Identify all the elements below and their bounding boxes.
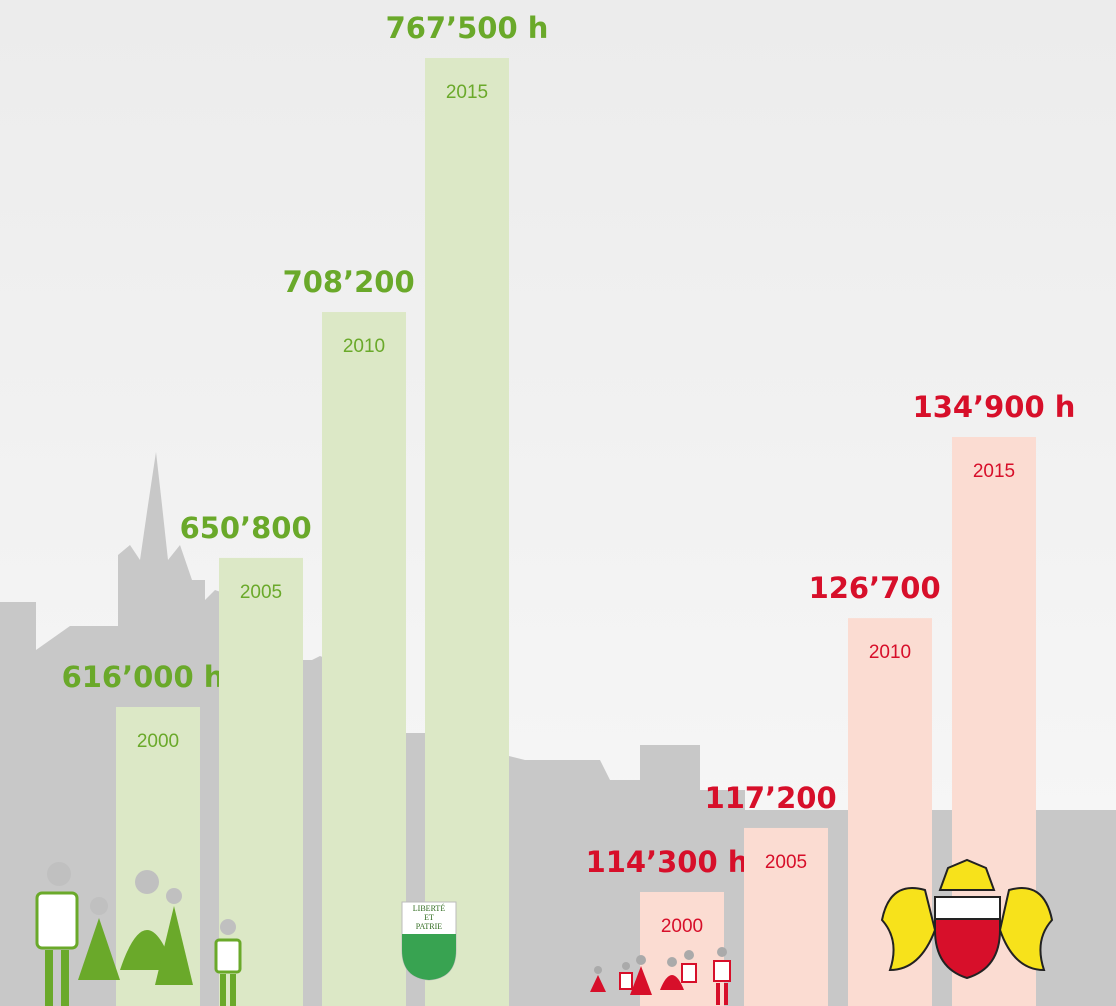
infographic: 2000 616’000 h 2005 650’800 h 2010 708’200 h 2…: [0, 0, 1116, 1006]
bar: [425, 58, 509, 1006]
value-label: 708’200 h: [283, 265, 446, 299]
vaud-emblem: LIBERTÉ ET PATRIE: [402, 902, 456, 980]
year-label: 2005: [765, 852, 807, 873]
value-label: 126’700 h: [809, 571, 972, 605]
value-label: 767’500 h: [386, 11, 549, 45]
value-label: 616’000 h: [62, 660, 225, 694]
year-label: 2015: [446, 82, 488, 103]
bar: [322, 312, 406, 1006]
value-label: 117’200 h: [705, 781, 868, 815]
year-label: 2000: [661, 916, 703, 937]
value-label: 114’300 h: [586, 845, 749, 879]
value-label: 650’800 h: [180, 511, 343, 545]
year-label: 2015: [973, 461, 1015, 482]
emblem-line: ET: [424, 913, 434, 922]
value-label: 134’900 h: [913, 390, 1076, 424]
emblem-line: PATRIE: [416, 922, 442, 931]
year-label: 2000: [137, 731, 179, 752]
emblem-line: LIBERTÉ: [413, 903, 446, 913]
year-label: 2005: [240, 582, 282, 603]
year-label: 2010: [343, 336, 385, 357]
page: {"chart_data": [ {"type": "bar", "catego…: [0, 0, 1116, 1006]
year-label: 2010: [869, 642, 911, 663]
